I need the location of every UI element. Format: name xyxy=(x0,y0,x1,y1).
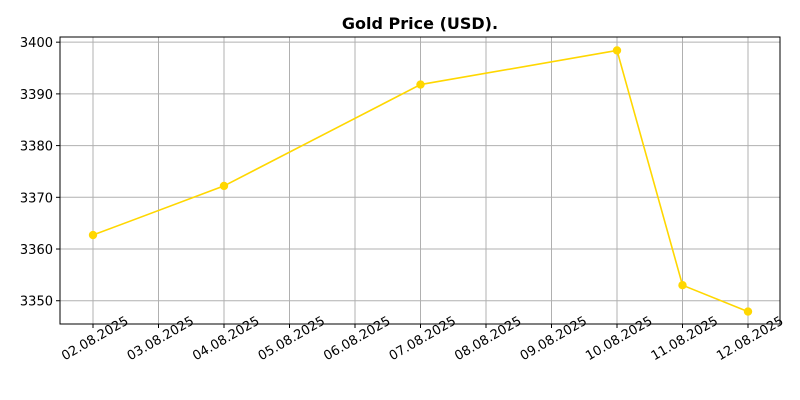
x-tick-label: 12.08.2025 xyxy=(714,314,786,364)
y-tick-label: 3350 xyxy=(20,295,53,310)
x-tick-label: 09.08.2025 xyxy=(518,314,590,364)
x-tick-label: 04.08.2025 xyxy=(190,314,262,364)
x-tick-label: 05.08.2025 xyxy=(256,314,328,364)
y-tick-label: 3370 xyxy=(20,191,53,206)
y-axis: 3350 3360 3370 3380 3390 3400 xyxy=(20,36,60,310)
x-tick-label: 06.08.2025 xyxy=(321,314,393,364)
data-point xyxy=(88,230,98,240)
series-line xyxy=(92,49,749,313)
y-tick-label: 3400 xyxy=(20,36,53,51)
plot-frame xyxy=(59,36,781,325)
x-axis: 02.08.202503.08.202504.08.202505.08.2025… xyxy=(59,314,786,364)
data-point xyxy=(219,181,229,191)
x-tick-label: 10.08.2025 xyxy=(583,314,655,364)
chart-title: Gold Price (USD). xyxy=(342,14,498,33)
y-tick-label: 3380 xyxy=(20,140,53,155)
data-point xyxy=(612,46,622,55)
series-layer xyxy=(88,46,753,316)
x-tick-label: 07.08.2025 xyxy=(387,314,459,364)
y-tick-label: 3390 xyxy=(20,88,53,103)
x-tick-label: 08.08.2025 xyxy=(452,314,524,364)
x-tick-label: 02.08.2025 xyxy=(59,314,131,364)
x-tick-label: 03.08.2025 xyxy=(125,314,197,364)
x-tick-label: 11.08.2025 xyxy=(649,314,721,364)
data-point xyxy=(743,307,753,316)
data-point xyxy=(416,80,425,89)
data-point xyxy=(678,281,687,290)
grid-lines xyxy=(60,37,780,324)
y-tick-label: 3360 xyxy=(20,243,53,258)
